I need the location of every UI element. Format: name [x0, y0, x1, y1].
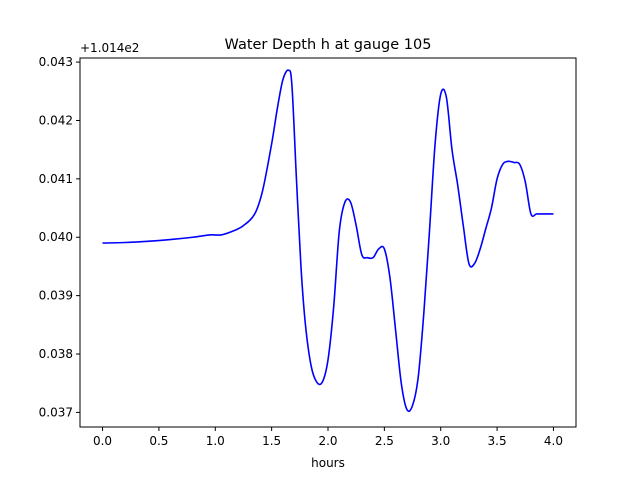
x-tick-label: 1.0 [206, 434, 225, 448]
y-tick-label: 0.039 [39, 289, 73, 303]
y-tick-label: 0.042 [39, 113, 73, 127]
y-tick-label: 0.041 [39, 172, 73, 186]
line-layer [102, 69, 554, 413]
x-tick-label: 4.0 [544, 434, 563, 448]
series-line [102, 69, 554, 413]
x-tick-label: 0.0 [93, 434, 112, 448]
x-tick-label: 0.5 [149, 434, 168, 448]
y-tick-label: 0.040 [39, 230, 73, 244]
y-tick-label: 0.043 [39, 55, 73, 69]
y-offset-label: +1.014e2 [80, 41, 139, 55]
axis-ticks: 0.0 0.5 1.0 1.5 2.0 2.5 3.0 3.5 4.0 0.037 0.038 0.0… [39, 55, 563, 448]
x-tick-label: 3.0 [431, 434, 450, 448]
x-tick-label: 2.0 [318, 434, 337, 448]
x-tick-label: 1.5 [262, 434, 281, 448]
y-tick-label: 0.038 [39, 347, 73, 361]
chart-title: Water Depth h at gauge 105 [225, 37, 432, 53]
x-axis-label: hours [311, 456, 345, 470]
y-tick-label: 0.037 [39, 405, 73, 419]
x-tick-label: 2.5 [375, 434, 394, 448]
plot-frame [79, 57, 577, 428]
x-tick-label: 3.5 [488, 434, 507, 448]
